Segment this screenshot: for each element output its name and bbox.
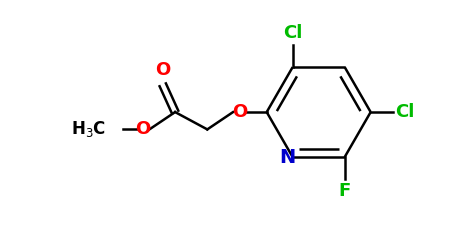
Text: Cl: Cl	[395, 103, 415, 121]
Text: O: O	[232, 103, 247, 121]
Text: Cl: Cl	[283, 24, 302, 42]
Text: O: O	[155, 61, 170, 79]
Text: N: N	[280, 148, 296, 167]
Text: O: O	[135, 120, 151, 138]
Text: F: F	[338, 182, 351, 200]
Text: H$_3$C: H$_3$C	[71, 120, 106, 139]
